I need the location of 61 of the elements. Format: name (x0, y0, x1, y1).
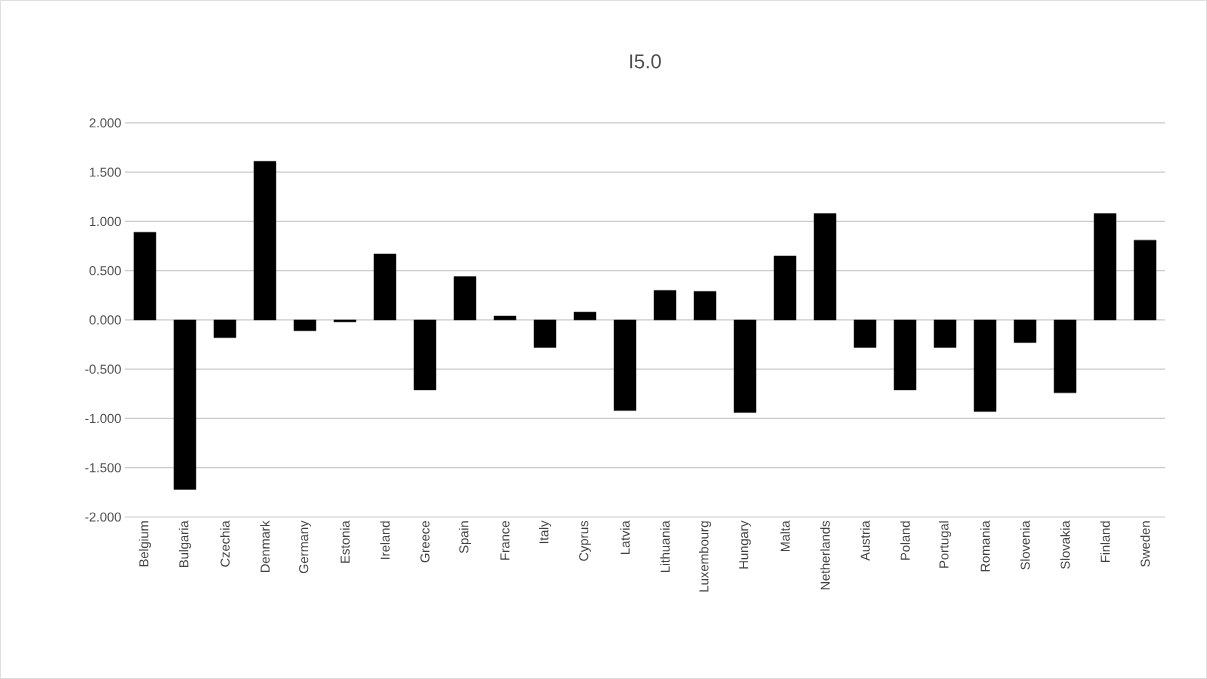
bar (493, 315, 517, 321)
x-tick-label: Ireland (380, 521, 390, 559)
bar (1013, 319, 1037, 343)
bar (773, 255, 797, 321)
bar (133, 232, 157, 321)
bar (733, 319, 757, 413)
bar (933, 319, 957, 348)
x-tick-label: Estonia (340, 520, 350, 563)
bar (973, 319, 997, 412)
x-tick-label: Netherlands (820, 521, 830, 590)
y-tick-label: 1.000 (89, 216, 121, 227)
x-tick-label: Portugal (939, 521, 952, 568)
y-tick-label: -2.000 (85, 512, 121, 522)
x-tick-label: Denmark (260, 520, 270, 573)
bar (653, 290, 677, 321)
x-tick-label: Slovakia (1060, 520, 1070, 569)
y-tick-label: 0.000 (89, 315, 121, 325)
bar (213, 319, 237, 338)
x-tick-label: Romania (980, 520, 990, 572)
chart-title: I5.0 (630, 54, 661, 69)
x-tick-label: Lithuania (660, 520, 670, 573)
bar (573, 311, 597, 321)
x-tick-label: Poland (900, 521, 910, 560)
y-tick-label: 0.500 (89, 266, 121, 276)
y-tick-label: -0.500 (85, 364, 121, 374)
bar (293, 319, 317, 332)
x-tick-label: Italy (538, 520, 552, 544)
x-tick-label: Malta (780, 520, 790, 552)
bar (1053, 319, 1077, 394)
bar (853, 319, 877, 348)
bar (453, 276, 477, 321)
y-tick-label: 2.000 (89, 118, 121, 128)
bar (1133, 239, 1157, 321)
x-tick-label: Latvia (620, 520, 630, 555)
y-tick-label: -1.500 (85, 463, 121, 473)
bar (1093, 213, 1117, 321)
x-tick-label: Sweden (1140, 521, 1150, 567)
x-tick-label: Slovenia (1020, 520, 1030, 570)
x-tick-label: Austria (860, 520, 870, 561)
x-tick-label: France (500, 521, 510, 560)
y-tick-label: 1.500 (89, 167, 121, 177)
bar (253, 161, 277, 321)
x-tick-label: Finland (1100, 521, 1110, 562)
x-tick-label: Bulgaria (178, 520, 191, 568)
bar (813, 213, 837, 321)
bar (413, 319, 437, 391)
bar (373, 253, 397, 321)
bar (693, 291, 717, 321)
x-tick-label: Hungary (739, 520, 751, 569)
bar (533, 319, 557, 348)
bar (613, 319, 637, 411)
bar (893, 319, 917, 391)
x-tick-label: Czechia (220, 520, 230, 567)
x-tick-label: Greece (420, 521, 430, 563)
x-tick-label: Germany (299, 520, 311, 574)
bar (173, 319, 197, 490)
y-tick-label: -1.000 (85, 413, 121, 424)
x-tick-label: Spain (458, 521, 472, 554)
x-tick-label: Luxembourg (698, 521, 712, 592)
x-tick-label: Cyprus (579, 521, 591, 561)
x-tick-label: Belgium (138, 521, 151, 567)
